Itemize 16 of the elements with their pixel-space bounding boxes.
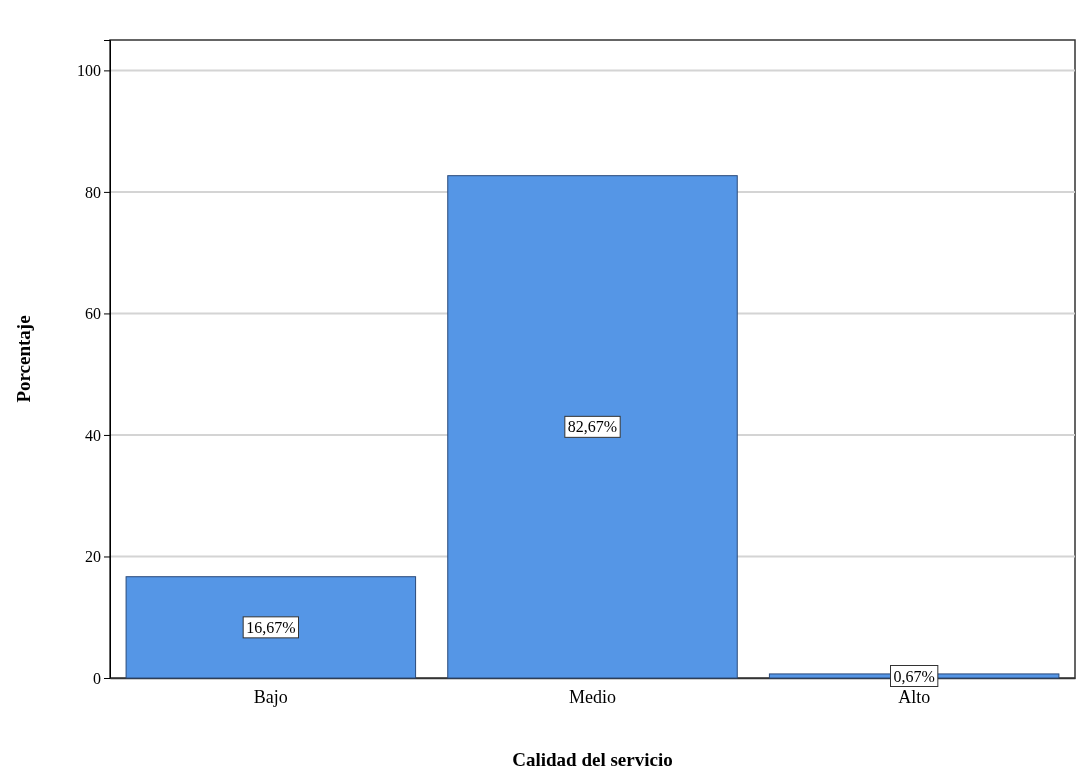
x-tick-label: Medio [569, 686, 616, 707]
data-label: 0,67% [893, 667, 935, 685]
y-tick-label: 100 [77, 62, 101, 79]
y-axis-title: Porcentaje [13, 315, 34, 403]
y-tick-label: 40 [85, 426, 101, 444]
y-tick-label: 0 [93, 669, 101, 687]
bar [125, 576, 417, 679]
y-tick-label: 60 [85, 305, 101, 323]
y-tick-label: 80 [85, 183, 101, 201]
x-tick-label: Alto [898, 686, 931, 707]
data-label: 82,67% [567, 418, 618, 436]
bar [447, 175, 738, 679]
y-tick-label: 20 [85, 548, 101, 566]
x-axis-title: Calidad del servicio [512, 749, 673, 770]
data-label: 16,67% [246, 618, 296, 636]
x-tick-label: Bajo [253, 686, 288, 707]
